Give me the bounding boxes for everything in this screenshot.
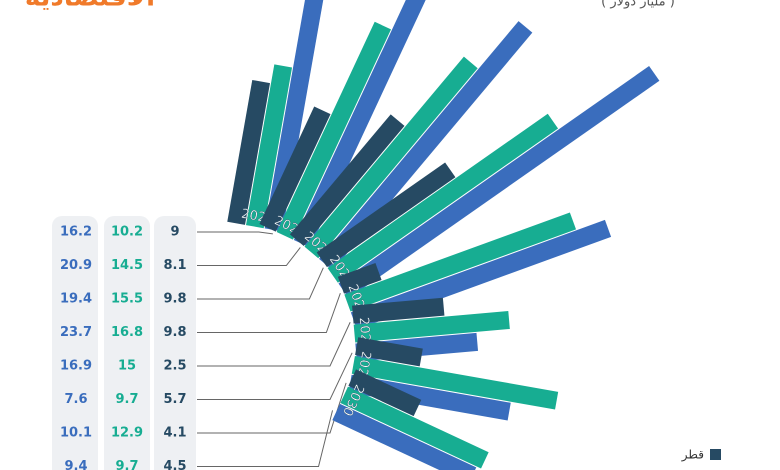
leader-line [197, 231, 273, 235]
table-value: 16.2 [60, 225, 92, 240]
leader-line [197, 293, 341, 333]
bar [259, 106, 331, 232]
legend-label: قطر [681, 448, 704, 463]
bar [227, 79, 271, 225]
leader-line [197, 382, 347, 434]
table-value: 9.8 [163, 292, 186, 307]
table-value: 15.5 [111, 292, 143, 307]
table-value: 10.1 [60, 426, 92, 441]
bar [332, 403, 477, 470]
bar-group: 2024 [259, 0, 452, 248]
leader-line [197, 322, 351, 367]
column-bg [154, 216, 196, 470]
bar-group: 2030 [332, 369, 489, 470]
table-value: 15 [118, 359, 136, 374]
table-value: 16.8 [111, 325, 143, 340]
bar [245, 64, 293, 229]
table-value: 16.9 [60, 359, 92, 374]
bar [293, 0, 452, 248]
bar [338, 66, 660, 299]
column-bg [52, 216, 98, 470]
leader-line [197, 267, 324, 300]
bar [353, 311, 510, 343]
leader-line [197, 352, 353, 400]
table-value: 9.7 [115, 459, 138, 470]
bar [319, 21, 533, 271]
table-value: 9.4 [64, 459, 87, 470]
table-value: 8.1 [163, 258, 186, 273]
table-value: 9.7 [115, 392, 138, 407]
table-value: 10.2 [111, 225, 143, 240]
table-value: 14.5 [111, 258, 143, 273]
bar [316, 162, 456, 268]
bar [304, 56, 478, 259]
bar [264, 0, 328, 232]
table-value: 23.7 [60, 325, 92, 340]
table-value: 7.6 [64, 392, 87, 407]
subtitle: ( مليار دولار ) [601, 0, 675, 10]
bar [276, 21, 392, 240]
column-bg [104, 216, 150, 470]
bar [327, 113, 559, 283]
logo: الاقتصادية [25, 0, 155, 13]
leader-line [197, 410, 334, 467]
table-value: 5.7 [163, 392, 186, 407]
table-value: 12.9 [111, 426, 143, 441]
bar [344, 212, 577, 312]
bar [348, 369, 422, 417]
bar [289, 114, 405, 247]
legend-swatch [710, 449, 721, 460]
table-value: 19.4 [60, 292, 92, 307]
table-value: 4.1 [163, 426, 186, 441]
bar [337, 263, 382, 294]
bar [352, 297, 445, 324]
bar [340, 386, 489, 469]
bar-group: 2026 [316, 66, 660, 299]
bar [355, 337, 423, 367]
bar [351, 355, 559, 410]
table-value: 9 [170, 225, 179, 240]
leader-line [197, 247, 301, 266]
table-value: 4.5 [163, 459, 186, 470]
table-value: 9.8 [163, 325, 186, 340]
table-value: 2.5 [163, 359, 186, 374]
table-value: 20.9 [60, 258, 92, 273]
